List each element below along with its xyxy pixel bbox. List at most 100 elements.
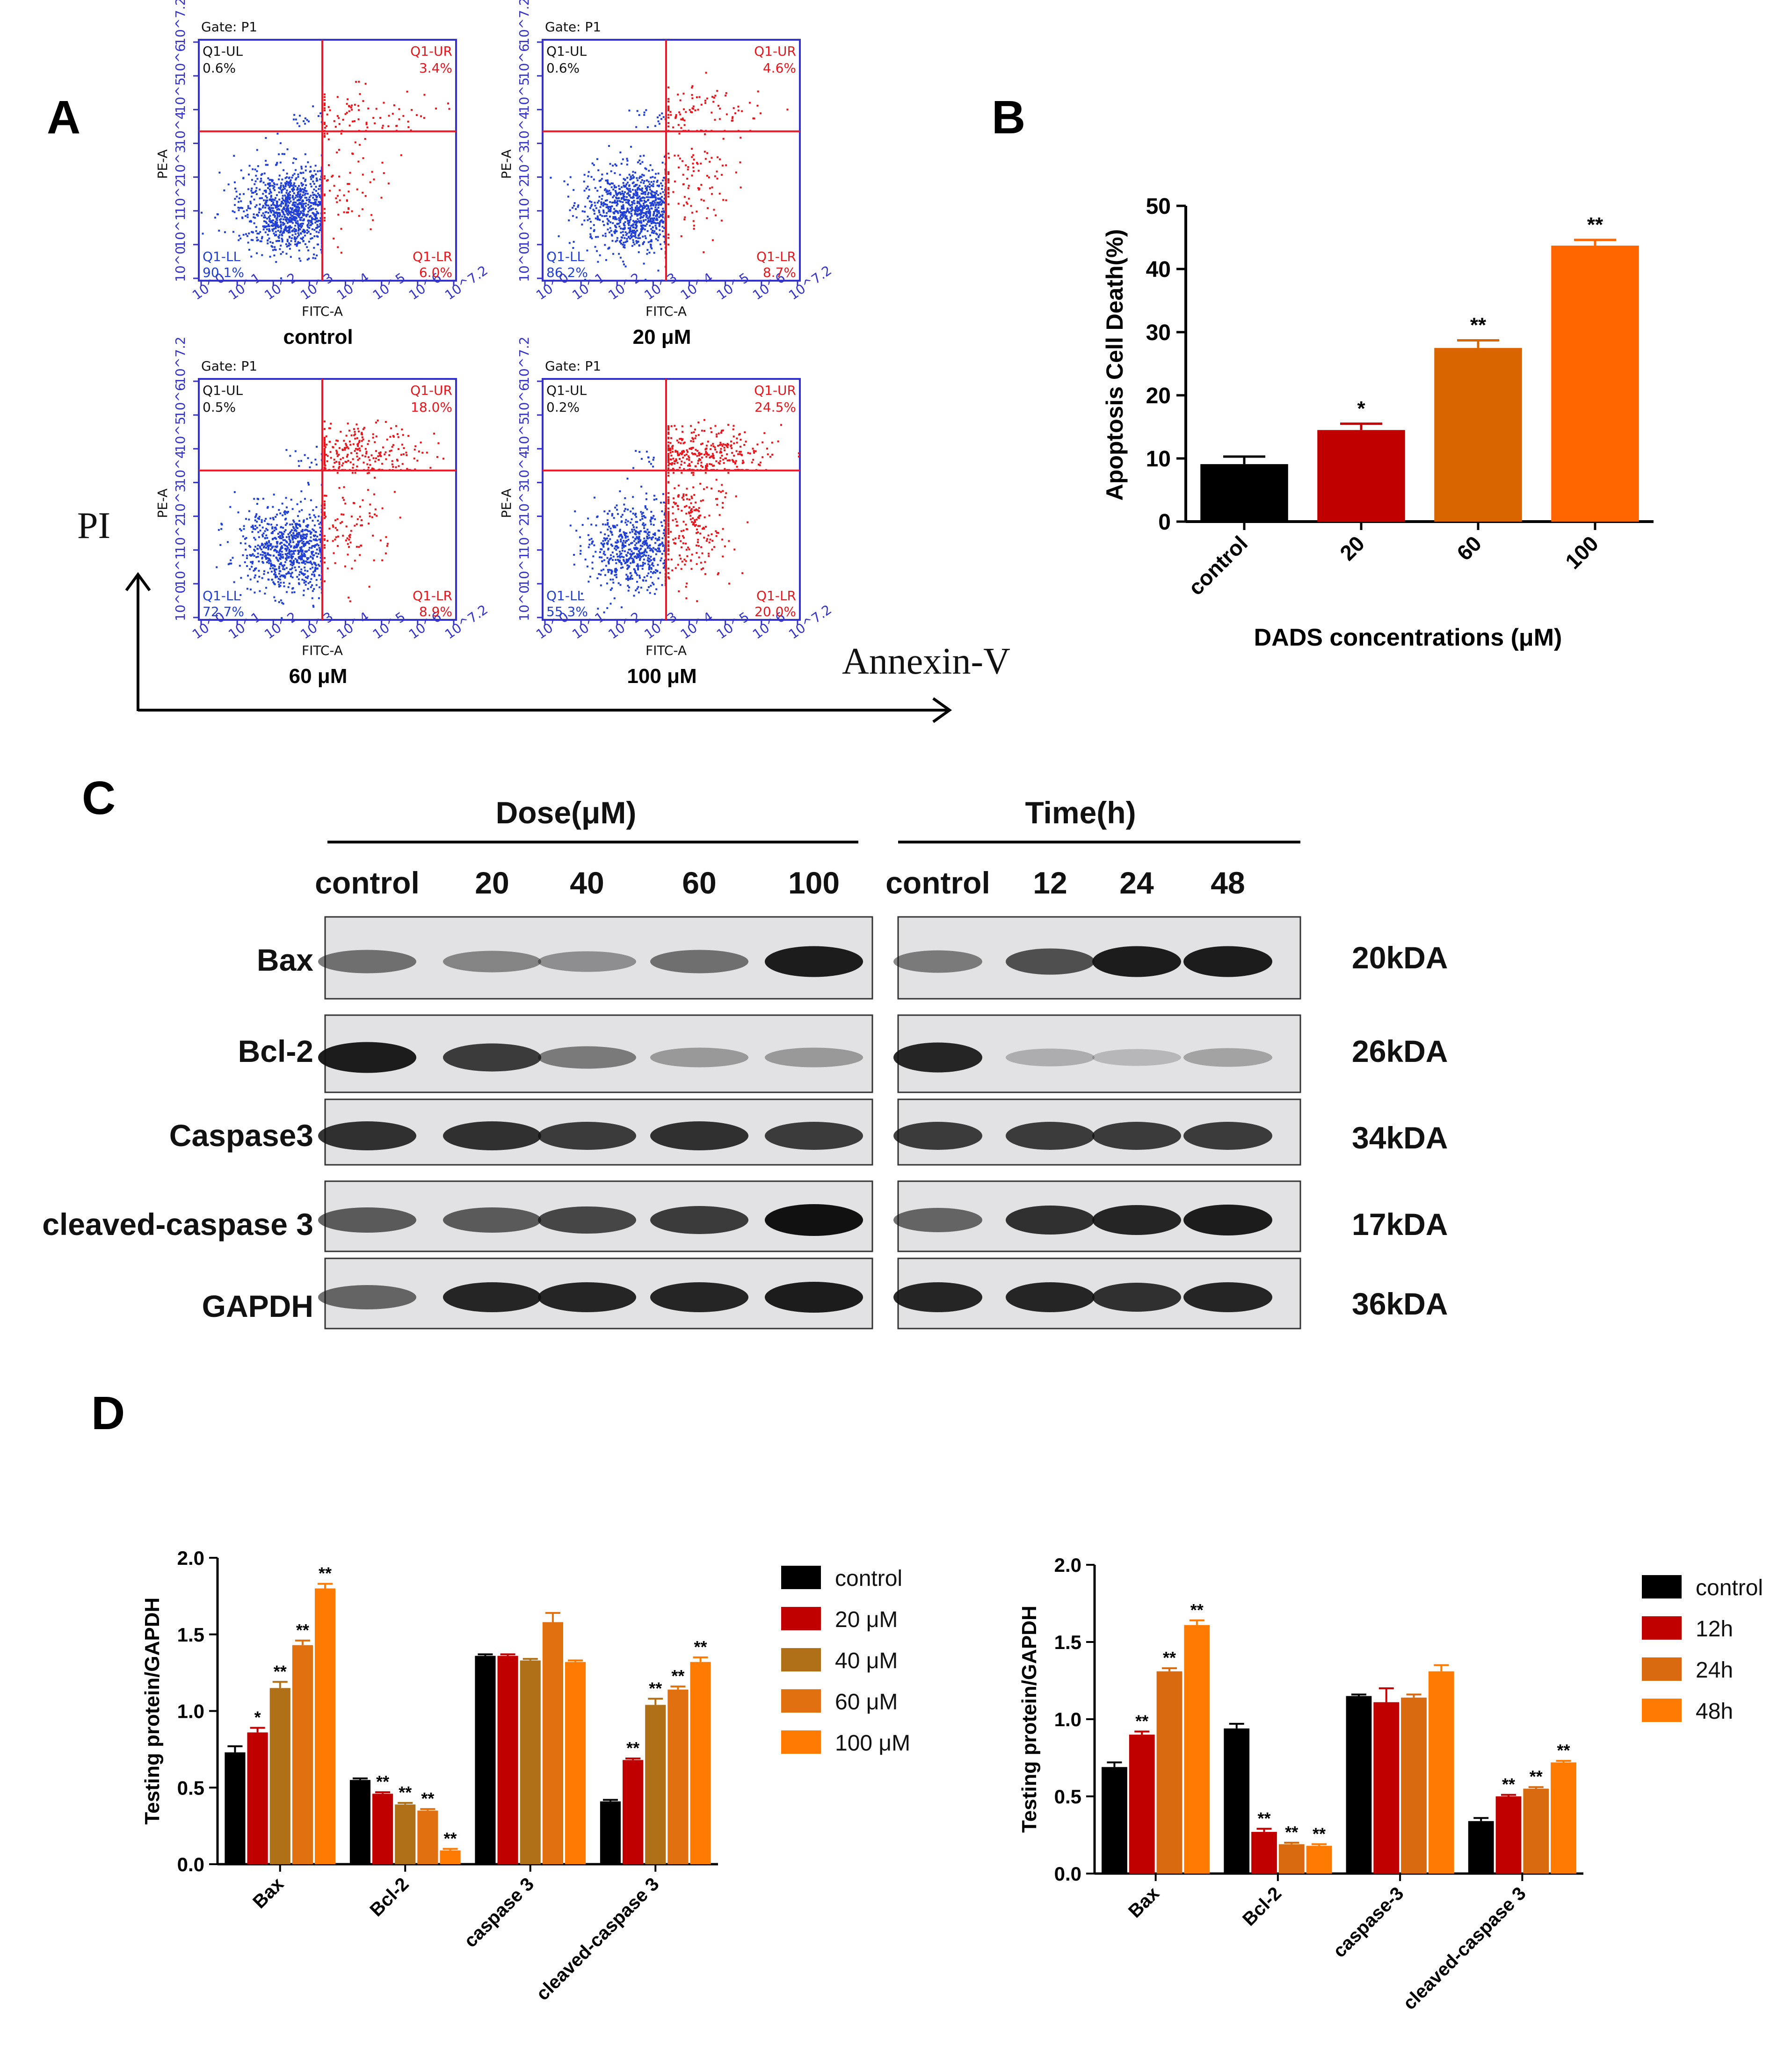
event-dot (301, 572, 303, 574)
event-dot (347, 543, 349, 545)
event-dot (667, 472, 669, 474)
event-dot (340, 252, 342, 254)
event-dot (653, 524, 655, 526)
event-dot (340, 132, 342, 135)
event-dot (285, 229, 287, 231)
event-dot (661, 225, 664, 228)
event-dot (349, 600, 351, 603)
event-dot (296, 527, 298, 530)
event-dot (704, 472, 707, 474)
event-dot (638, 234, 640, 237)
event-dot (638, 233, 640, 236)
y-axis-label: PE-A (155, 488, 170, 518)
event-dot (660, 521, 662, 523)
event-dot (294, 236, 296, 239)
event-dot (402, 453, 405, 456)
event-dot (614, 547, 616, 550)
event-dot (285, 511, 287, 513)
event-dot (633, 552, 635, 554)
event-dot (652, 191, 654, 193)
event-dot (669, 442, 672, 444)
event-dot (691, 521, 693, 523)
event-dot (659, 223, 661, 225)
event-dot (418, 450, 420, 453)
event-dot (609, 578, 612, 581)
event-dot (332, 446, 334, 449)
event-dot (385, 451, 387, 453)
event-dot (285, 219, 287, 221)
event-dot (683, 119, 686, 122)
event-dot (284, 576, 286, 579)
event-dot (341, 497, 344, 499)
event-dot (696, 600, 698, 603)
event-dot (277, 212, 280, 214)
event-dot (312, 528, 314, 530)
event-dot (644, 228, 646, 231)
event-dot (316, 217, 318, 219)
event-dot (709, 187, 711, 189)
event-dot (295, 526, 297, 528)
event-dot (629, 208, 631, 210)
event-dot (247, 205, 249, 207)
event-dot (710, 448, 712, 450)
event-dot (615, 193, 617, 195)
event-dot (654, 593, 656, 595)
event-dot (229, 506, 232, 508)
event-dot (334, 443, 337, 445)
event-dot (600, 574, 602, 576)
event-dot (631, 560, 634, 562)
event-dot (696, 509, 699, 511)
event-dot (643, 114, 646, 116)
event-dot (277, 533, 279, 535)
event-dot (598, 180, 601, 182)
event-dot (251, 179, 253, 181)
event-dot (397, 436, 399, 438)
event-dot (355, 448, 357, 450)
event-dot (589, 233, 592, 235)
event-dot (407, 126, 410, 128)
event-dot (280, 184, 282, 187)
event-dot (647, 557, 649, 559)
event-dot (674, 154, 676, 157)
event-dot (647, 219, 650, 222)
event-dot (589, 220, 592, 223)
event-dot (613, 208, 616, 210)
event-dot (347, 553, 349, 556)
event-dot (667, 444, 669, 447)
event-dot (333, 458, 335, 461)
event-dot (261, 519, 263, 521)
event-dot (646, 544, 648, 546)
event-dot (631, 235, 633, 238)
event-dot (624, 216, 626, 218)
event-dot (338, 463, 341, 465)
event-dot (293, 521, 295, 523)
event-dot (283, 186, 285, 188)
event-dot (265, 222, 268, 224)
event-dot (663, 177, 665, 179)
event-dot (652, 572, 654, 574)
event-dot (690, 472, 693, 474)
event-dot (279, 550, 281, 552)
event-dot (573, 202, 576, 204)
event-dot (725, 94, 727, 97)
event-dot (667, 173, 669, 175)
event-dot (629, 188, 631, 190)
event-dot (615, 165, 617, 167)
event-dot (601, 178, 603, 180)
event-dot (624, 196, 626, 198)
event-dot (607, 535, 609, 537)
event-dot (291, 537, 294, 539)
event-dot (374, 477, 376, 479)
event-dot (614, 525, 616, 527)
event-dot (297, 222, 299, 225)
event-dot (695, 509, 697, 511)
event-dot (624, 199, 626, 201)
event-dot (263, 545, 266, 548)
event-dot (312, 181, 314, 183)
event-dot (637, 213, 639, 216)
event-dot (655, 215, 657, 217)
event-dot (643, 262, 645, 265)
event-dot (299, 524, 301, 526)
event-dot (315, 464, 318, 466)
event-dot (291, 538, 294, 541)
